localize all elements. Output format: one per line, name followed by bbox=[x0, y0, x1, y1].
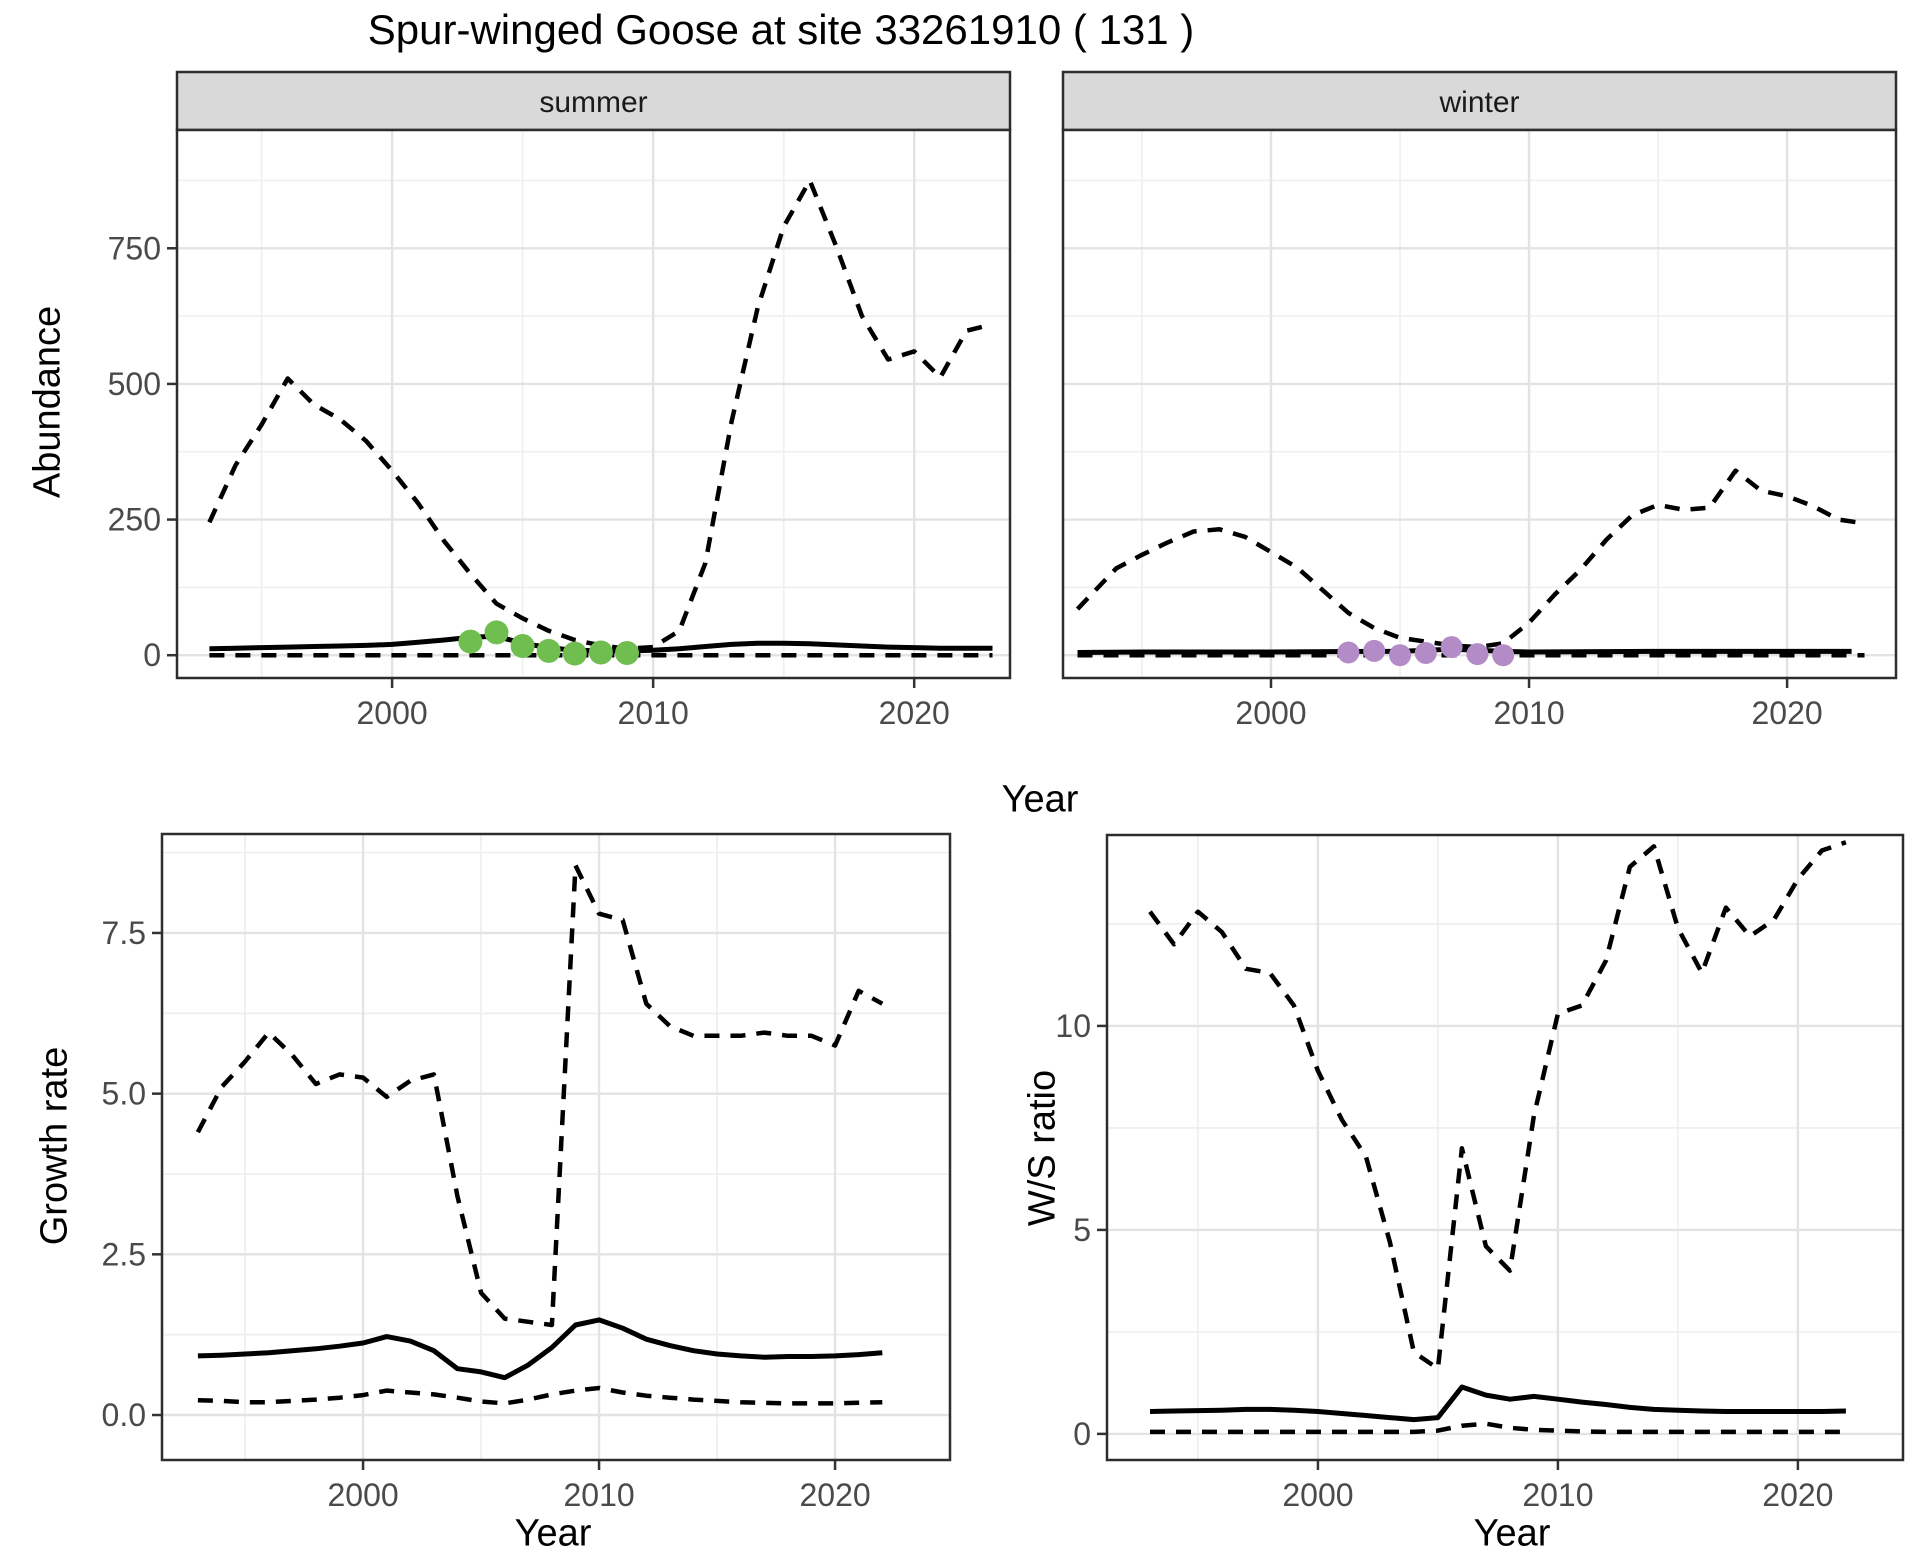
x-tick-label: 2020 bbox=[879, 695, 950, 731]
facet-strip-label: summer bbox=[539, 86, 647, 119]
y-tick-label: 10 bbox=[1055, 1008, 1091, 1044]
series-mean bbox=[197, 1317, 883, 1381]
y-tick-label: 250 bbox=[108, 502, 161, 538]
panel-border bbox=[175, 128, 1012, 680]
x-tick-label: 2010 bbox=[1493, 695, 1564, 731]
observed-point-observed_winter bbox=[1389, 644, 1411, 667]
y-tick-label: 5.0 bbox=[102, 1076, 146, 1112]
x-tick-label: 2010 bbox=[563, 1477, 634, 1513]
panel-border bbox=[1061, 128, 1898, 680]
x-axis-title-year-top: Year bbox=[1001, 778, 1079, 821]
panel-background bbox=[1107, 835, 1903, 1460]
y-tick-label: 750 bbox=[108, 230, 161, 266]
y-axis-title-ws-ratio: W/S ratio bbox=[1021, 1069, 1064, 1227]
x-tick-label: 2000 bbox=[1282, 1477, 1353, 1513]
observed-point-observed_winter bbox=[1466, 643, 1489, 666]
panel-abundance-winter: winter 2000 2010 2020 bbox=[1061, 70, 1898, 731]
panel-abundance-summer: summer 0 250 500 750 2000 2010 2020 bbox=[108, 70, 1012, 731]
observed-point-observed_summer bbox=[615, 641, 639, 665]
y-axis-title-abundance: Abundance bbox=[26, 305, 69, 499]
x-tick-label: 2000 bbox=[327, 1477, 398, 1513]
observed-point-observed_summer bbox=[458, 629, 483, 654]
panel-border bbox=[1105, 833, 1905, 1462]
series-mean bbox=[1149, 1384, 1846, 1423]
x-tick-label: 2000 bbox=[1235, 695, 1306, 731]
panel-background bbox=[162, 834, 950, 1460]
observed-point-observed_summer bbox=[588, 640, 613, 665]
x-tick-label: 2020 bbox=[799, 1477, 870, 1513]
x-axis-title-year-ws: Year bbox=[1473, 1512, 1551, 1555]
x-tick-label: 2020 bbox=[1752, 695, 1823, 731]
x-axis-title-year-growth: Year bbox=[514, 1512, 592, 1555]
observed-point-observed_summer bbox=[484, 620, 509, 645]
observed-point-observed_winter bbox=[1363, 639, 1386, 662]
y-tick-label: 0.0 bbox=[102, 1397, 146, 1433]
panel-ws_ratio: 0 5 10 2000 2010 2020 bbox=[1055, 833, 1905, 1513]
y-tick-label: 0 bbox=[143, 637, 161, 673]
x-tick-label: 2010 bbox=[1522, 1477, 1593, 1513]
observed-point-observed_winter bbox=[1414, 642, 1437, 664]
y-tick-label: 2.5 bbox=[102, 1236, 146, 1272]
x-tick-label: 2010 bbox=[618, 695, 689, 731]
panel-background bbox=[1063, 130, 1896, 678]
x-tick-label: 2020 bbox=[1762, 1477, 1833, 1513]
data-layer bbox=[195, 863, 884, 1406]
data-layer bbox=[1075, 468, 1865, 667]
series-lower_ci bbox=[197, 1385, 883, 1406]
y-tick-label: 7.5 bbox=[102, 915, 146, 951]
facet-strip bbox=[1061, 70, 1898, 132]
panel-border bbox=[160, 832, 952, 1462]
panel-growth_rate: 0.0 2.5 5.0 7.5 2000 2010 2020 bbox=[102, 832, 952, 1513]
series-mean bbox=[1077, 646, 1852, 655]
facet-strip bbox=[175, 70, 1012, 132]
series-upper_ci bbox=[1075, 468, 1865, 650]
y-tick-label: 0 bbox=[1073, 1416, 1091, 1452]
data-layer bbox=[1148, 840, 1847, 1435]
data-layer bbox=[207, 178, 994, 666]
observed-point-observed_winter bbox=[1337, 641, 1360, 664]
series-upper_ci bbox=[195, 863, 884, 1328]
y-tick-label: 500 bbox=[108, 366, 161, 402]
facet-strip-label: winter bbox=[1438, 86, 1519, 119]
observed-point-observed_summer bbox=[562, 641, 587, 666]
x-tick-label: 2000 bbox=[357, 695, 428, 731]
panel-background bbox=[177, 130, 1010, 678]
observed-point-observed_summer bbox=[536, 638, 561, 663]
chart-title: Spur-winged Goose at site 33261910 ( 131… bbox=[367, 6, 1195, 53]
observed-point-observed_winter bbox=[1492, 644, 1515, 667]
y-axis-title-growth-rate: Growth rate bbox=[33, 1046, 76, 1246]
observed-point-observed_winter bbox=[1440, 636, 1463, 659]
series-lower_ci bbox=[1150, 1421, 1846, 1435]
y-tick-label: 5 bbox=[1073, 1212, 1091, 1248]
observed-point-observed_summer bbox=[510, 634, 535, 658]
